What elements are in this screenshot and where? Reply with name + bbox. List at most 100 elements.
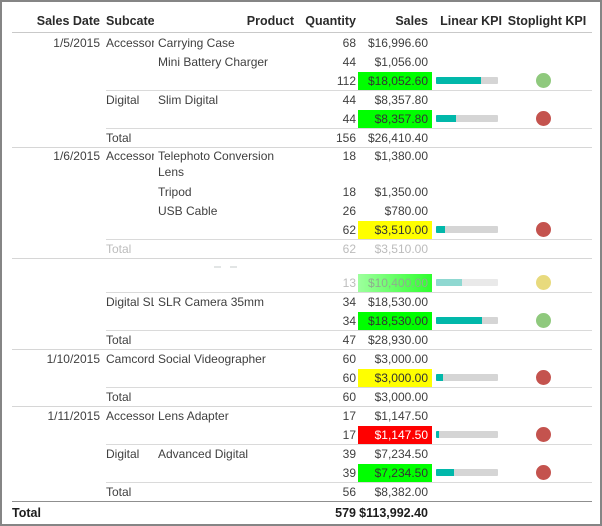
column-header-quantity[interactable]: Quantity (305, 14, 356, 28)
total-label: Total (106, 484, 132, 499)
subcategory-cell: Accessories (106, 149, 154, 163)
subtotal-row[interactable]: 60 $3,000.00 (12, 368, 592, 387)
subcategory-cell: Camcorders (106, 351, 154, 366)
row-divider (106, 444, 592, 445)
linear-kpi-bar (436, 431, 502, 438)
table-row[interactable]: Tripod 18 $1,350.00 (12, 182, 592, 201)
group-total-row[interactable]: Total 60 $3,000.00 (12, 387, 592, 406)
linear-kpi-bar (436, 77, 502, 84)
quantity-cell: 17 (342, 408, 356, 423)
sales-cell: $1,056.00 (374, 54, 428, 69)
subtotal-row-faded[interactable]: 13 $10,400.00 (12, 273, 592, 292)
group-total-row[interactable]: Total 47 $28,930.00 (12, 330, 592, 349)
quantity-cell: 62 (342, 241, 356, 256)
linear-kpi-bar (436, 226, 502, 233)
grand-total-quantity: 579 (335, 506, 356, 520)
sales-cell: $28,930.00 (367, 332, 428, 347)
subcategory-cell: Digital (106, 446, 140, 461)
quantity-cell: 26 (342, 203, 356, 218)
sales-kpi-cell: $7,234.50 (358, 463, 432, 482)
sales-cell: $3,000.00 (374, 351, 428, 366)
quantity-cell: 112 (336, 73, 356, 88)
table-row[interactable]: 1/6/2015 Accessories Telephoto Conversio… (12, 147, 592, 182)
stoplight-indicator-red (535, 222, 551, 237)
linear-kpi-bar (436, 374, 502, 381)
quantity-cell: 39 (342, 465, 356, 480)
subcategory-cell: Digital (106, 92, 140, 107)
section-divider (12, 349, 592, 350)
row-divider (106, 387, 592, 388)
sales-cell: $26,410.40 (367, 130, 428, 145)
product-cell: Advanced Digital (158, 446, 249, 461)
quantity-cell: 60 (342, 351, 356, 366)
quantity-cell: 34 (342, 294, 356, 309)
sales-kpi-cell: $3,000.00 (358, 368, 432, 387)
row-divider (106, 482, 592, 483)
total-label: Total (106, 389, 132, 404)
table-row[interactable]: Digital Slim Digital 44 $8,357.80 (12, 90, 592, 109)
subtotal-row[interactable]: 44 $8,357.80 (12, 109, 592, 128)
column-header-sales-date[interactable]: Sales Date (36, 14, 100, 28)
table-row[interactable]: Digital Advanced Digital 39 $7,234.50 (12, 444, 592, 463)
sales-kpi-cell: $10,400.00 (358, 273, 432, 292)
total-label: Total (106, 332, 132, 347)
table-row[interactable]: USB Cable 26 $780.00 (12, 201, 592, 220)
table-row[interactable]: Mini Battery Charger 44 $1,056.00 (12, 52, 592, 71)
product-cell: SLR Camera 35mm (158, 294, 265, 309)
product-cell: Tripod (158, 184, 192, 199)
subtotal-row[interactable]: 34 $18,530.00 (12, 311, 592, 330)
quantity-cell: 44 (342, 54, 356, 69)
sales-cell: $16,996.60 (367, 35, 428, 50)
sales-cell: $1,350.00 (374, 184, 428, 199)
section-divider (12, 147, 592, 148)
column-header-linear-kpi[interactable]: Linear KPI (440, 14, 502, 28)
sales-kpi-cell: $8,357.80 (358, 109, 432, 128)
table-row[interactable]: 1/5/2015 Accessories Carrying Case 68 $1… (12, 33, 592, 52)
linear-kpi-bar (436, 115, 502, 122)
sales-cell: $8,382.00 (374, 484, 428, 499)
quantity-cell: 34 (342, 313, 356, 328)
stoplight-indicator-red (535, 111, 551, 126)
quantity-cell: 156 (335, 130, 356, 145)
subcategory-cell: Digital SLR (106, 294, 154, 309)
quantity-cell: 39 (342, 446, 356, 461)
sales-cell: $3,510.00 (374, 241, 428, 256)
column-header-subcategory[interactable]: Subcategory (106, 14, 154, 28)
table-row[interactable]: Digital SLR SLR Camera 35mm 34 $18,530.0… (12, 292, 592, 311)
sales-kpi-cell: $3,510.00 (358, 220, 432, 239)
subtotal-row[interactable]: 39 $7,234.50 (12, 463, 592, 482)
subcategory-cell: Accessories (106, 408, 154, 423)
stoplight-indicator-green (535, 313, 551, 328)
subcategory-cell: Accessories (106, 35, 154, 50)
linear-kpi-bar (436, 317, 502, 324)
sales-cell: $3,000.00 (374, 389, 428, 404)
quantity-cell: 44 (342, 111, 356, 126)
quantity-cell: 17 (342, 427, 356, 442)
subtotal-row[interactable]: 62 $3,510.00 (12, 220, 592, 239)
subtotal-row[interactable]: 17 $1,147.50 (12, 425, 592, 444)
linear-kpi-bar (436, 469, 502, 476)
product-cell: Telephoto Conversion Lens (158, 149, 275, 179)
group-total-row[interactable]: Total 56 $8,382.00 (12, 482, 592, 501)
faded-text-mark (230, 266, 237, 268)
sales-kpi-cell: $18,052.60 (358, 71, 432, 90)
stoplight-indicator-red (535, 465, 551, 480)
stoplight-indicator-red (535, 427, 551, 442)
sales-cell: $780.00 (384, 203, 428, 218)
subtotal-row[interactable]: 112 $18,052.60 (12, 71, 592, 90)
column-header-sales[interactable]: Sales (395, 14, 428, 28)
column-header-product[interactable]: Product (246, 14, 294, 28)
column-header-stoplight-kpi[interactable]: Stoplight KPI (507, 14, 587, 28)
sales-cell: $1,380.00 (374, 149, 428, 163)
row-divider (106, 239, 592, 240)
grand-total-row[interactable]: Total 579 $113,992.40 (12, 501, 592, 524)
group-total-row-muted[interactable]: Total 62 $3,510.00 (12, 239, 592, 258)
table-row[interactable]: 1/11/2015 Accessories Lens Adapter 17 $1… (12, 406, 592, 425)
quantity-cell: 18 (342, 149, 356, 163)
sales-cell: $1,147.50 (374, 408, 428, 423)
quantity-cell: 62 (342, 222, 356, 237)
sales-date-cell: 1/11/2015 (47, 408, 101, 423)
quantity-cell: 60 (342, 389, 356, 404)
table-row[interactable]: 1/10/2015 Camcorders Social Videographer… (12, 349, 592, 368)
group-total-row[interactable]: Total 156 $26,410.40 (12, 128, 592, 147)
